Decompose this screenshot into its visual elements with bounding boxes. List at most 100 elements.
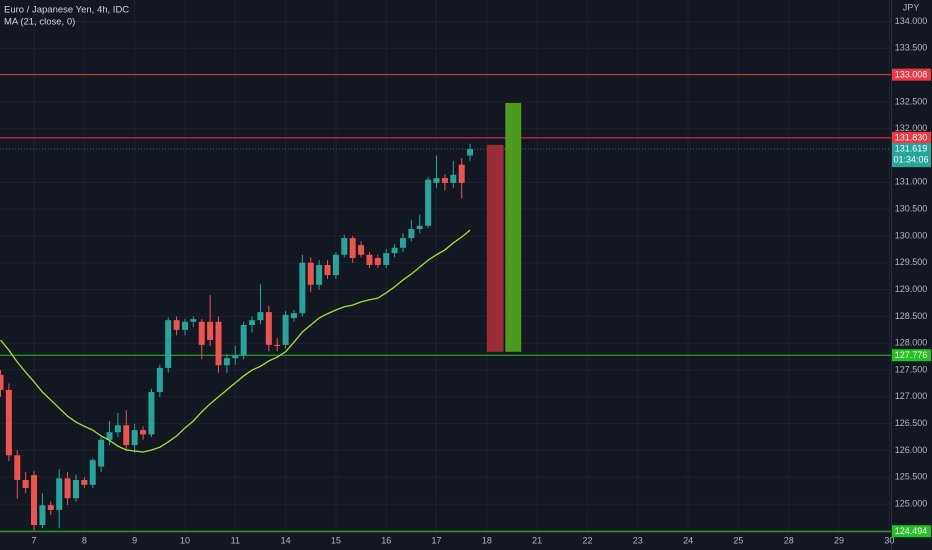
y-tick-label: 127.000 xyxy=(895,391,928,401)
candle-body xyxy=(72,479,79,499)
candle-body xyxy=(358,245,365,255)
candle-body xyxy=(399,238,406,248)
y-tick-label: 131.000 xyxy=(895,177,928,187)
y-tick-label: 132.000 xyxy=(895,123,928,133)
candle-body xyxy=(391,247,398,254)
candle-body xyxy=(467,149,474,156)
candle-body xyxy=(0,374,4,390)
candle-body xyxy=(81,479,88,485)
y-tick-label: 129.500 xyxy=(895,257,928,267)
y-tick-label: 127.500 xyxy=(895,364,928,374)
x-tick-label: 8 xyxy=(82,535,87,545)
x-tick-label: 18 xyxy=(482,535,492,545)
candle-body xyxy=(223,358,230,366)
axes: 125.000 125.500 126.000 126.500 127.000 127.5… xyxy=(32,16,931,545)
indicator-legend: MA (21, close, 0) xyxy=(4,17,75,28)
candle-body xyxy=(240,324,247,356)
symbol-title: Euro / Japanese Yen, 4h, IDC xyxy=(4,5,129,16)
candle-body xyxy=(190,319,197,322)
candle-body xyxy=(89,460,96,485)
y-tick-label: 126.500 xyxy=(895,418,928,428)
candle-body xyxy=(123,425,130,446)
candle-body xyxy=(433,178,440,183)
candle-body xyxy=(47,505,54,511)
candle-body xyxy=(332,254,339,276)
y-tick-label: 128.000 xyxy=(895,338,928,348)
moving-average xyxy=(0,229,471,453)
price-tag-label: 127.776 xyxy=(895,350,928,360)
x-tick-label: 22 xyxy=(582,535,592,545)
x-tick-label: 24 xyxy=(683,535,693,545)
candle-body xyxy=(148,392,155,435)
y-tick-label: 126.000 xyxy=(895,445,928,455)
candle-body xyxy=(249,320,256,325)
x-tick-label: 17 xyxy=(432,535,442,545)
x-tick-label: 25 xyxy=(733,535,743,545)
candle-body xyxy=(282,314,289,345)
price-tag xyxy=(892,131,931,144)
price-tag-label: 124.494 xyxy=(895,526,928,536)
candle-body xyxy=(140,430,147,435)
candle-body xyxy=(156,367,163,393)
candle-body xyxy=(416,225,423,229)
candle-body xyxy=(207,321,214,341)
candle-body xyxy=(316,264,323,285)
candle-body xyxy=(39,505,46,526)
last-price-tag xyxy=(892,143,931,168)
candle-body xyxy=(106,432,113,440)
candle-body xyxy=(31,475,38,526)
x-tick-label: 23 xyxy=(633,535,643,545)
candle-body xyxy=(131,430,138,446)
x-tick-label: 10 xyxy=(180,535,190,545)
y-tick-label: 125.500 xyxy=(895,472,928,482)
candle-body xyxy=(232,355,239,359)
y-tick-label: 130.500 xyxy=(895,204,928,214)
candle-body xyxy=(64,478,71,499)
x-tick-label: 7 xyxy=(32,535,37,545)
y-tick-label: 133.500 xyxy=(895,43,928,53)
candle-body xyxy=(274,344,281,346)
price-tag-label: 131.830 xyxy=(895,133,928,143)
candle-body xyxy=(257,312,264,321)
price-tag-label: 133.008 xyxy=(895,70,928,80)
y-tick-label: 128.500 xyxy=(895,311,928,321)
candle-body xyxy=(173,320,180,330)
candle-body xyxy=(349,238,356,258)
candle-body xyxy=(5,389,12,456)
x-tick-label: 30 xyxy=(884,535,894,545)
price-tag xyxy=(892,349,931,362)
position-box xyxy=(505,102,522,352)
candle-body xyxy=(265,312,272,345)
candle-body xyxy=(114,425,121,433)
candle-body xyxy=(408,228,415,239)
candle-body xyxy=(14,455,21,480)
candle-body xyxy=(290,313,297,319)
candle-body xyxy=(425,179,432,226)
candle-body xyxy=(22,479,29,489)
x-tick-label: 21 xyxy=(532,535,542,545)
x-tick-label: 16 xyxy=(381,535,391,545)
candle-body xyxy=(450,174,457,183)
position-box xyxy=(486,144,504,352)
candle-body xyxy=(198,321,205,345)
candle-body xyxy=(441,178,448,183)
x-tick-label: 15 xyxy=(331,535,341,545)
x-tick-label: 9 xyxy=(132,535,137,545)
candle-body xyxy=(374,257,381,265)
x-tick-label: 28 xyxy=(784,535,794,545)
candle-body xyxy=(383,253,390,265)
y-tick-label: 132.500 xyxy=(895,96,928,106)
countdown-label: 01:34:06 xyxy=(893,155,928,165)
candle-body xyxy=(307,262,314,285)
candle-body xyxy=(165,320,172,368)
candle-body xyxy=(215,321,222,366)
candle-body xyxy=(181,321,188,330)
price-tag xyxy=(892,68,931,81)
candle-body xyxy=(341,238,348,255)
candle-body xyxy=(366,254,373,265)
candle-body xyxy=(98,439,105,467)
plot-area xyxy=(0,74,891,532)
candle-body xyxy=(324,264,331,276)
